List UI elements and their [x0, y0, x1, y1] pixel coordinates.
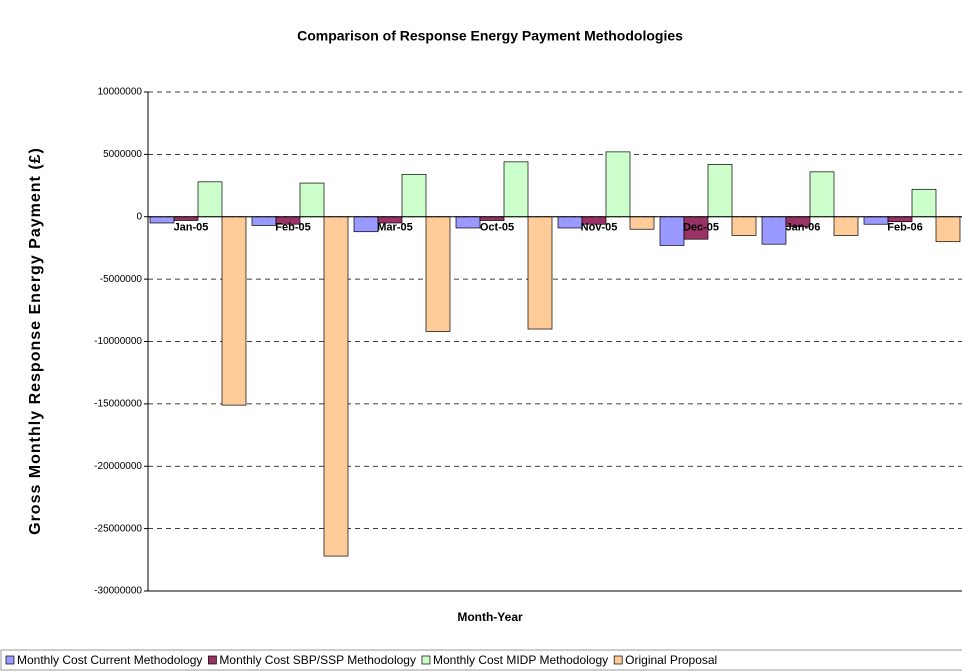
- x-tick-label: Feb-05: [275, 222, 310, 234]
- bar: [149, 216, 175, 224]
- bar: [425, 216, 451, 332]
- y-axis-label: Gross Monthly Response Energy Payment (£…: [27, 147, 44, 535]
- x-tick-label: Oct-05: [480, 222, 514, 234]
- bar: [707, 164, 733, 218]
- x-tick-label: Jan-05: [174, 222, 209, 234]
- y-tick-label: -5000000: [100, 274, 143, 285]
- legend-box: [0, 649, 962, 671]
- bar: [761, 216, 787, 245]
- bar: [659, 216, 685, 246]
- bar: [503, 161, 529, 218]
- bar: [455, 216, 481, 229]
- y-tick-label: 0: [136, 211, 142, 222]
- bar: [323, 216, 349, 557]
- y-tick-label: 5000000: [103, 149, 142, 160]
- bar: [935, 216, 961, 243]
- y-tick-label: -15000000: [94, 399, 142, 410]
- bar: [197, 181, 223, 218]
- legend-swatch: [5, 655, 15, 665]
- x-tick-label: Jan-06: [786, 222, 821, 234]
- legend-label: Original Proposal: [625, 653, 717, 667]
- bar: [401, 173, 427, 218]
- x-tick-label: Mar-05: [377, 222, 412, 234]
- bar: [479, 216, 505, 221]
- y-tick-label: -30000000: [94, 586, 142, 597]
- bar: [557, 216, 583, 229]
- legend-label: Monthly Cost MIDP Methodology: [433, 653, 608, 667]
- legend-swatch: [208, 655, 217, 665]
- bar: [251, 216, 277, 226]
- bar: [605, 151, 631, 218]
- y-tick-label: -10000000: [94, 336, 142, 347]
- bar: [299, 182, 325, 218]
- bar: [173, 216, 199, 221]
- bar: [353, 216, 379, 233]
- x-tick-label: Feb-06: [887, 222, 922, 234]
- chart-title: Comparison of Response Energy Payment Me…: [297, 28, 683, 44]
- legend-swatch: [613, 655, 623, 665]
- bar: [833, 216, 859, 236]
- x-tick-label: Nov-05: [581, 222, 618, 234]
- bar: [221, 216, 247, 406]
- legend-swatch: [421, 655, 431, 665]
- bar: [527, 216, 553, 330]
- legend-label: Monthly Cost Current Methodology: [17, 653, 202, 667]
- bar: [863, 216, 889, 225]
- legend-label: Monthly Cost SBP/SSP Methodology: [219, 653, 416, 667]
- bar: [731, 216, 757, 236]
- x-axis-label: Month-Year: [457, 610, 523, 624]
- x-tick-label: Dec-05: [683, 222, 719, 234]
- bar: [629, 216, 655, 230]
- y-tick-label: 10000000: [98, 87, 143, 98]
- bar: [809, 171, 835, 218]
- y-tick-label: -25000000: [94, 523, 142, 534]
- y-tick-label: -20000000: [94, 461, 142, 472]
- bar: [911, 188, 937, 218]
